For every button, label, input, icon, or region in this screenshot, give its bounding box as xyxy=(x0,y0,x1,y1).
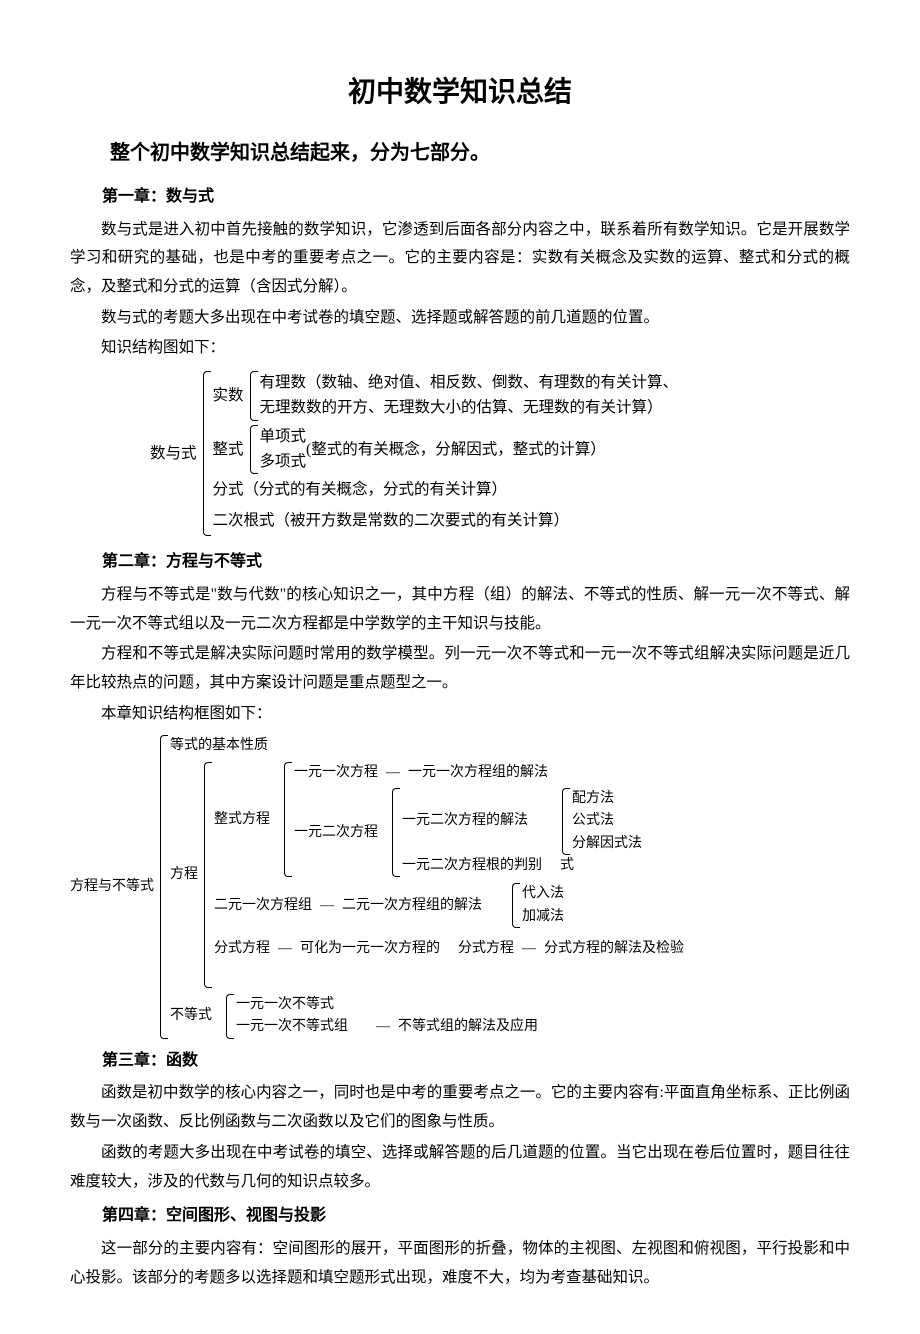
node-neq1: 一元一次不等式 xyxy=(236,994,538,1016)
m-formula: 公式法 xyxy=(572,810,642,832)
tree2-root: 方程与不等式 xyxy=(70,876,154,898)
real-sub: 有理数 无理数 xyxy=(260,371,307,421)
ch1-tree: 数与式 实数 有理数 无理数 （数轴、绝对值、相反数、倒数、有理数的有关计算、 … xyxy=(150,371,850,536)
m-sub: 代入法 xyxy=(522,883,564,905)
row-int-eq: 整式方程 一元一次方程 — 一元一次方程组的解法 xyxy=(214,762,684,877)
dash: — xyxy=(522,938,536,960)
node-neq: 不等式 xyxy=(170,1005,212,1027)
ch2-para-1: 方程与不等式是"数与代数"的核心知识之一，其中方程（组）的解法、不等式的性质、解… xyxy=(70,581,850,638)
row-eq: 方程 整式方程 一元一次方程 — 一元一次方 xyxy=(170,762,684,988)
node-rational: 有理数 xyxy=(260,371,307,396)
brace-icon xyxy=(558,788,570,855)
node-neq2: 一元一次不等式组 xyxy=(236,1016,348,1038)
node-frac-eq: 分式方程 xyxy=(214,938,270,960)
ch1-para-1: 数与式是进入初中首先接触的数学知识，它渗透到后面各部分内容之中，联系着所有数学知… xyxy=(70,216,850,302)
node-root: 二次根式（被开方数是常数的二次要式的有关计算） xyxy=(213,505,679,536)
real-desc: （数轴、绝对值、相反数、倒数、有理数的有关计算、 数的开方、无理数大小的估算、无… xyxy=(306,371,678,421)
real-desc-2: 数的开方、无理数大小的估算、无理数的有关计算） xyxy=(306,396,678,421)
node-int: 整式 xyxy=(213,434,244,465)
chapter-4-heading: 第四章：空间图形、视图与投影 xyxy=(70,1202,850,1231)
node-neq2-r: 不等式组的解法及应用 xyxy=(398,1016,538,1038)
brace-icon xyxy=(199,371,211,536)
node-1v1: 一元一次方程 xyxy=(294,762,378,784)
row-1v1: 一元一次方程 — 一元一次方程组的解法 xyxy=(294,762,642,784)
ch2-tree: 方程与不等式 等式的基本性质 方程 整式方程 一元一次方程 xyxy=(70,735,850,1039)
ch4-para-1: 这一部分的主要内容有：空间图形的展开，平面图形的折叠，物体的主视图、左视图和俯视… xyxy=(70,1235,850,1292)
doc-subtitle: 整个初中数学知识总结起来，分为七部分。 xyxy=(70,136,850,165)
row-2v1: 二元一次方程组 — 二元一次方程组的解法 代入法 加减法 xyxy=(214,883,684,928)
int-sub: 单项式 多项式 xyxy=(260,425,307,475)
dash: — xyxy=(376,1016,390,1038)
node-mono: 单项式 xyxy=(260,425,307,450)
tree-row-real: 实数 有理数 无理数 （数轴、绝对值、相反数、倒数、有理数的有关计算、 数的开方… xyxy=(213,371,679,421)
dash: — xyxy=(278,938,292,960)
brace-icon xyxy=(156,735,168,1039)
brace-icon xyxy=(508,883,520,928)
node-1v2-disc: 一元二次方程根的判别 xyxy=(402,855,542,877)
brace-icon xyxy=(280,762,292,877)
int-eq-col: 一元一次方程 — 一元一次方程组的解法 一元二次方程 xyxy=(294,762,642,877)
dash: — xyxy=(386,762,400,784)
node-frac-end: 分式方程的解法及检验 xyxy=(544,938,684,960)
node-eq: 方程 xyxy=(170,864,198,886)
ch2-para-2: 方程和不等式是解决实际问题时常用的数学模型。列一元一次不等式和一元一次不等式组解… xyxy=(70,640,850,697)
ch3-para-1: 函数是初中数学的核心内容之一，同时也是中考的重要考点之一。它的主要内容有:平面直… xyxy=(70,1079,850,1136)
node-1v1-sol: 一元一次方程组的解法 xyxy=(408,762,548,784)
m-add: 加减法 xyxy=(522,906,564,928)
brace-icon xyxy=(246,425,258,475)
node-frac-mid: 可化为一元一次方程的 xyxy=(300,938,440,960)
brace-icon xyxy=(222,994,234,1039)
m-factor-b: 式 xyxy=(560,855,574,877)
col-1v2: 一元二次方程的解法 配方法 公式法 分解因式法 xyxy=(402,788,642,878)
real-desc-1: （数轴、绝对值、相反数、倒数、有理数的有关计算、 xyxy=(306,371,678,396)
ch1-para-3: 知识结构图如下： xyxy=(70,334,850,363)
brace-icon xyxy=(246,371,258,421)
row-neq2: 一元一次不等式组 — 不等式组的解法及应用 xyxy=(236,1016,538,1038)
chapter-1-heading: 第一章：数与式 xyxy=(70,183,850,212)
node-eq-basic: 等式的基本性质 xyxy=(170,735,684,757)
brace-icon xyxy=(200,762,212,988)
node-2v1-sol: 二元一次方程组的解法 xyxy=(342,895,482,917)
chapter-2-heading: 第二章：方程与不等式 xyxy=(70,548,850,577)
doc-title: 初中数学知识总结 xyxy=(70,70,850,110)
node-poly: 多项式 xyxy=(260,450,307,475)
node-real: 实数 xyxy=(213,380,244,411)
tree-col: 实数 有理数 无理数 （数轴、绝对值、相反数、倒数、有理数的有关计算、 数的开方… xyxy=(213,371,679,536)
node-irrational: 无理数 xyxy=(260,396,307,421)
eq-col: 整式方程 一元一次方程 — 一元一次方程组的解法 xyxy=(214,762,684,988)
col-methods: 配方法 公式法 分解因式法 xyxy=(572,788,642,855)
dash: — xyxy=(320,895,334,917)
tree-row-int: 整式 单项式 多项式 (整式的有关概念，分解因式，整式的计算） xyxy=(213,425,679,475)
node-frac: 分式（分式的有关概念，分式的有关计算） xyxy=(213,474,679,505)
node-2v1: 二元一次方程组 xyxy=(214,895,312,917)
node-1v2-sol: 一元二次方程的解法 xyxy=(402,810,528,832)
int-desc: (整式的有关概念，分解因式，整式的计算） xyxy=(306,434,606,465)
page: 初中数学知识总结 整个初中数学知识总结起来，分为七部分。 第一章：数与式 数与式… xyxy=(0,0,920,1334)
tree-root: 数与式 xyxy=(150,438,197,469)
ch2-para-3: 本章知识结构框图如下： xyxy=(70,700,850,729)
row-1v2: 一元二次方程 一元二次方程的解法 配方法 xyxy=(294,788,642,878)
col-sys-methods: 代入法 加减法 xyxy=(522,883,564,928)
chapter-3-heading: 第三章：函数 xyxy=(70,1047,850,1076)
ch3-para-2: 函数的考题大多出现在中考试卷的填空、选择或解答题的后几道题的位置。当它出现在卷后… xyxy=(70,1139,850,1196)
brace-icon xyxy=(388,788,400,878)
neq-col: 一元一次不等式 一元一次不等式组 — 不等式组的解法及应用 xyxy=(236,994,538,1039)
m-comp: 配方法 xyxy=(572,788,642,810)
node-1v2: 一元二次方程 xyxy=(294,822,378,844)
row-1v2-sol: 一元二次方程的解法 配方法 公式法 分解因式法 xyxy=(402,788,642,855)
node-frac-r: 分式方程 xyxy=(458,938,514,960)
tree2-col: 等式的基本性质 方程 整式方程 一元一次方程 — xyxy=(170,735,684,1039)
row-frac: 分式方程 — 可化为一元一次方程的 分式方程 — 分式方程的解法及检验 xyxy=(214,938,684,960)
row-1v2-disc: 一元二次方程根的判别 式 xyxy=(402,855,642,877)
node-int-eq: 整式方程 xyxy=(214,809,270,831)
m-factor: 分解因式法 xyxy=(572,833,642,855)
ch1-para-2: 数与式的考题大多出现在中考试卷的填空题、选择题或解答题的前几道题的位置。 xyxy=(70,304,850,333)
row-neq: 不等式 一元一次不等式 一元一次不等式组 — 不等式组的解法及应用 xyxy=(170,994,684,1039)
